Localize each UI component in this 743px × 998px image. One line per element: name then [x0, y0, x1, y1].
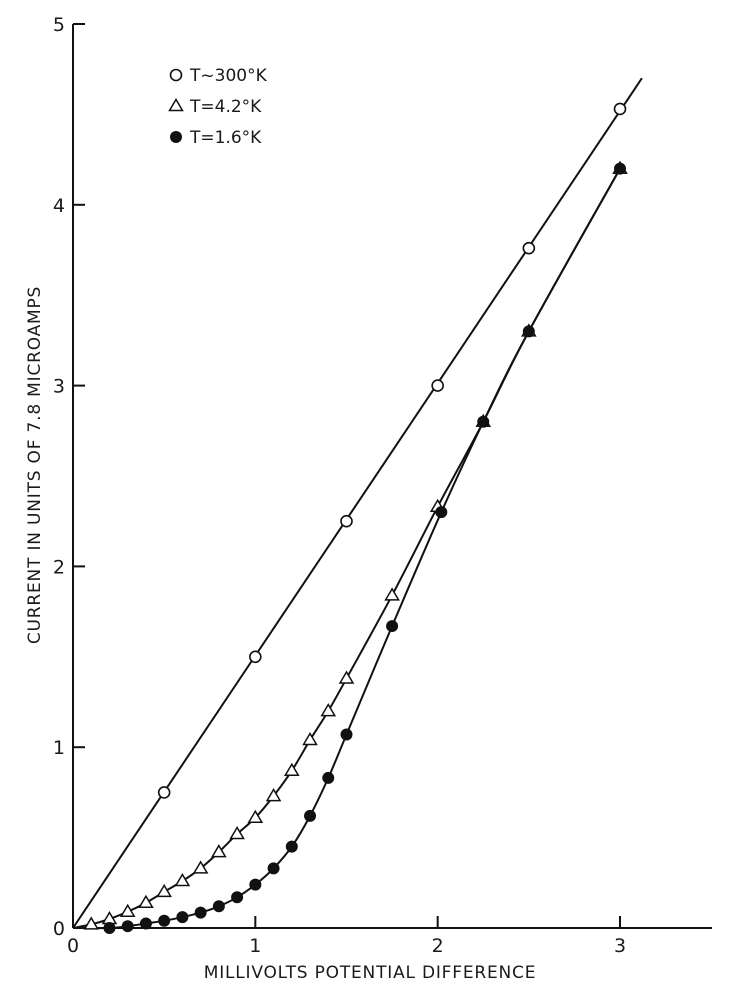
data-point-series-1	[431, 379, 444, 392]
data-point-series-2	[211, 844, 227, 858]
data-point-series-3	[231, 891, 244, 904]
axes	[72, 24, 712, 929]
legend-label-3: T=1.6°K	[189, 128, 262, 148]
data-point-series-3	[194, 906, 207, 919]
y-axis-label: CURRENT IN UNITS OF 7.8 MICROAMPS	[25, 286, 45, 644]
series-points	[83, 102, 628, 934]
data-point-series-3	[386, 620, 399, 633]
data-point-series-2	[192, 860, 209, 874]
data-point-series-3	[212, 900, 225, 913]
data-point-series-3	[285, 840, 298, 853]
data-point-series-3	[176, 911, 189, 924]
data-point-series-3	[614, 162, 626, 175]
data-point-series-2	[283, 762, 300, 777]
data-point-series-3	[158, 914, 171, 927]
legend-label-2: T=4.2°K	[189, 97, 262, 117]
y-tick-label: 5	[53, 14, 65, 36]
x-tick-label: 2	[432, 935, 444, 957]
data-point-series-2	[138, 894, 154, 908]
data-point-series-2	[174, 873, 191, 887]
legend-marker-1	[169, 68, 183, 82]
data-point-series-2	[83, 916, 100, 930]
data-point-series-3	[249, 878, 262, 891]
legend-marker-2	[168, 98, 184, 112]
legend-label-1: T~300°K	[189, 66, 268, 86]
x-tick-label: 1	[249, 935, 261, 957]
data-point-series-3	[267, 862, 280, 875]
data-point-series-1	[157, 786, 171, 799]
y-tick-label: 1	[53, 737, 65, 759]
data-point-series-2	[156, 883, 172, 898]
data-point-series-2	[119, 903, 136, 918]
y-tick-label: 2	[53, 556, 65, 578]
series-line-2	[72, 168, 621, 929]
tick-labels: 0 1 2 3 0 1 2 3 4 5	[53, 14, 626, 957]
data-point-series-3	[435, 506, 448, 519]
data-point-series-3	[103, 922, 116, 934]
data-point-series-2	[229, 826, 245, 840]
series-lines	[72, 77, 643, 930]
series-line-3	[72, 168, 621, 930]
data-point-series-3	[522, 325, 535, 338]
data-point-series-1	[613, 102, 627, 116]
y-tick-label: 3	[53, 376, 65, 398]
data-point-series-2	[320, 703, 337, 717]
data-point-series-3	[340, 728, 353, 741]
data-point-series-1	[522, 241, 536, 255]
x-tick-label: 3	[614, 935, 626, 957]
legend: T~300°K T=4.2°K T=1.6°K	[168, 66, 268, 148]
x-tick-label: 0	[67, 935, 79, 957]
data-point-series-1	[340, 514, 353, 528]
y-tick-label: 0	[53, 918, 65, 940]
data-point-series-3	[322, 771, 335, 784]
tick-marks	[72, 23, 621, 929]
x-axis-label: MILLIVOLTS POTENTIAL DIFFERENCE	[204, 963, 537, 983]
data-point-series-2	[384, 587, 400, 601]
data-point-series-2	[338, 670, 355, 684]
data-point-series-2	[247, 809, 264, 824]
data-point-series-3	[477, 415, 490, 428]
data-point-series-3	[121, 920, 134, 933]
series-line-1	[72, 77, 643, 929]
y-tick-label: 4	[53, 195, 65, 217]
data-point-series-3	[304, 809, 317, 822]
data-point-series-2	[302, 731, 318, 746]
data-point-series-1	[249, 650, 262, 664]
legend-marker-3	[170, 131, 182, 143]
data-point-series-3	[139, 917, 152, 930]
data-point-series-2	[265, 788, 282, 802]
